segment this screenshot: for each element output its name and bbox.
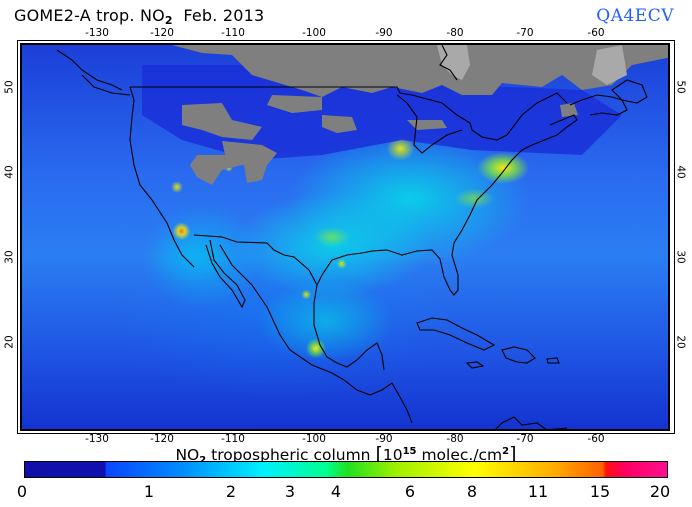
cuba	[416, 317, 496, 351]
top-tick: -130	[85, 27, 109, 39]
cbar-title-exp: 15	[402, 446, 417, 457]
puerto-rico	[546, 357, 560, 364]
cbar-tick: 4	[330, 482, 342, 501]
hispaniola	[501, 346, 536, 364]
bottom-tick: -70	[516, 433, 534, 445]
top-tick: -60	[587, 27, 605, 39]
gulf-atlantic-coast	[316, 140, 543, 296]
top-tick: -100	[302, 27, 326, 39]
top-tick: -90	[375, 27, 393, 39]
cbar-tick: 11	[527, 482, 549, 501]
bottom-tick: -130	[85, 433, 109, 445]
james-bay-coast	[439, 45, 458, 81]
pacific-coast	[129, 86, 195, 268]
cbar-title-no: NO	[175, 446, 200, 464]
left-tick: 20	[3, 335, 16, 349]
colorbar	[24, 461, 668, 478]
brand-label: QA4ECV	[596, 6, 674, 26]
no-data-region	[322, 115, 357, 133]
colorbar-title: NO2 tropospheric column [1015 molec./cm2…	[0, 443, 692, 466]
no2-map[interactable]	[20, 43, 670, 431]
bottom-tick: -90	[375, 433, 393, 445]
central-america	[343, 379, 413, 424]
cbar-title-unit-exp: 2	[502, 446, 510, 457]
no-data-region	[182, 103, 262, 140]
map-title: GOME2-A trop. NO2 Feb. 2013	[14, 6, 264, 27]
coastlines	[56, 45, 648, 429]
no-data-region	[267, 95, 322, 113]
bottom-tick: -100	[302, 433, 326, 445]
cbar-title-sub: 2	[199, 455, 206, 466]
mexico-pacific-coast	[219, 244, 345, 381]
top-tick: -80	[446, 27, 464, 39]
cbar-title-bracket-open: [	[375, 443, 383, 465]
newfoundland	[611, 79, 648, 104]
cbar-title-bracket-close: ]	[509, 443, 517, 465]
mexico-gulf-coast	[313, 284, 385, 371]
south-america-coast	[495, 416, 568, 429]
bottom-tick: -120	[150, 433, 174, 445]
map-overlay	[56, 45, 668, 429]
cbar-tick: 8	[466, 482, 478, 501]
no-data-region	[407, 120, 447, 130]
cbar-tick: 15	[589, 482, 611, 501]
baja-peninsula	[205, 239, 246, 309]
title-subscript: 2	[164, 14, 173, 27]
us-mexico-border	[193, 234, 318, 286]
title-date: Feb. 2013	[183, 6, 265, 25]
no-data-region	[560, 103, 578, 117]
bottom-tick: -110	[221, 433, 245, 445]
land-no-data	[592, 45, 627, 85]
left-tick: 50	[3, 80, 16, 94]
cbar-tick: 3	[284, 482, 296, 501]
top-tick: -120	[150, 27, 174, 39]
cbar-tick: 2	[225, 482, 237, 501]
right-tick: 20	[674, 335, 687, 349]
cbar-tick: 20	[649, 482, 671, 501]
left-tick: 40	[3, 165, 16, 179]
title-text: GOME2-A trop. NO	[14, 6, 165, 25]
right-tick: 30	[674, 250, 687, 264]
no-data-region	[172, 45, 668, 97]
right-tick: 40	[674, 165, 687, 179]
top-tick: -110	[221, 27, 245, 39]
cbar-tick: 6	[404, 482, 416, 501]
cbar-tick: 0	[16, 482, 28, 501]
bottom-tick: -80	[446, 433, 464, 445]
jamaica	[465, 361, 485, 369]
cbar-tick: 1	[143, 482, 155, 501]
bc-coast	[56, 49, 131, 96]
cbar-title-mid: tropospheric column	[206, 446, 376, 464]
low-value-region	[142, 65, 622, 160]
map-outer-border	[17, 40, 675, 434]
no-data-region	[222, 141, 277, 183]
great-lakes-coast	[396, 94, 463, 154]
land-no-data	[437, 45, 470, 80]
cbar-title-base: 10	[382, 446, 403, 464]
right-tick: 50	[674, 80, 687, 94]
top-tick: -70	[516, 27, 534, 39]
us-canada-border	[130, 86, 568, 141]
cbar-title-unit: molec./cm	[416, 446, 503, 464]
bottom-tick: -60	[587, 433, 605, 445]
left-tick: 30	[3, 250, 16, 264]
